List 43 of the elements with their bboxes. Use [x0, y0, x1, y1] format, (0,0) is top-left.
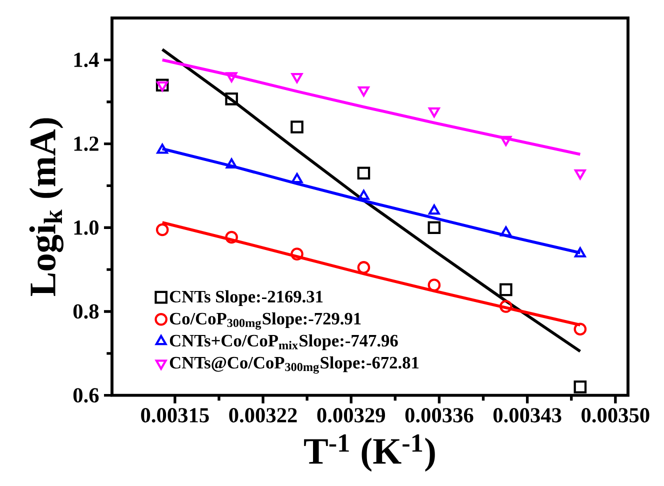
point: [500, 136, 512, 146]
legend-label: CNTs Slope:-2169.31: [170, 290, 323, 306]
point: [500, 283, 512, 296]
legend-label: Co/CoP$_{300mg}$Slope:-729.91: [170, 312, 361, 330]
y-tick-label: 1.2: [74, 136, 98, 151]
point: [290, 248, 304, 260]
x-tick-label: 0.00350: [582, 408, 650, 423]
point: [358, 86, 370, 97]
point: [225, 230, 238, 244]
point: [574, 169, 586, 180]
point: [290, 120, 304, 134]
point: [156, 78, 169, 92]
legend-label: CNTs@Co/CoP$_{300mg}$Slope:-672.81: [170, 356, 419, 374]
y-tick-label: 1.4: [74, 52, 99, 68]
point: [428, 221, 441, 234]
point: [428, 204, 440, 215]
point: [574, 247, 586, 258]
point: [500, 300, 512, 313]
point: [291, 72, 303, 84]
x-tick-label: 0.00315: [141, 408, 209, 423]
x-tick-label: 0.00343: [493, 408, 562, 423]
x-tick-label: 0.00336: [405, 408, 474, 423]
line-series: [160, 58, 582, 156]
y-axis-title: Logi$_{k}$ (mA): [29, 118, 64, 296]
y-tick-label: 0.6: [73, 388, 99, 403]
x-axis-title: T$^{-1}$ (K$^{-1}$): [304, 434, 435, 472]
point: [574, 322, 587, 336]
y-tick-label: 0.8: [73, 304, 99, 319]
point: [156, 223, 169, 236]
point: [291, 173, 303, 184]
point: [428, 107, 440, 118]
point: [156, 81, 168, 92]
point: [428, 278, 441, 292]
point: [226, 72, 238, 82]
point: [225, 92, 238, 106]
y-tick-label: 1.0: [74, 220, 98, 235]
point: [500, 226, 512, 236]
x-tick-label: 0.00322: [229, 408, 297, 423]
x-tick-label: 0.00329: [317, 408, 386, 423]
legend-label: CNTs+Co/CoP$_{mix}$Slope:-747.96: [170, 334, 398, 350]
point: [357, 166, 370, 180]
point: [357, 261, 370, 274]
point: [574, 380, 587, 394]
